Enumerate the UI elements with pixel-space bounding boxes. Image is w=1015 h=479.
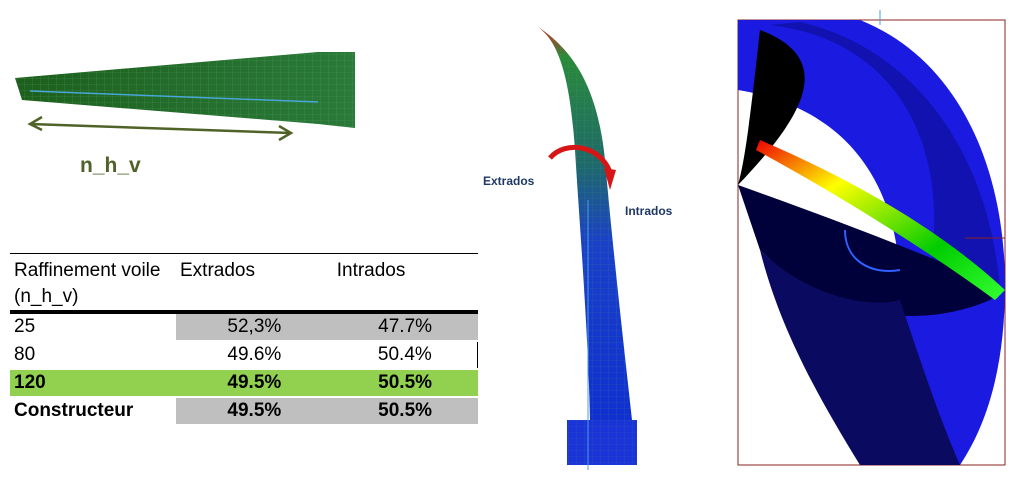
- header-cell: Intrados: [332, 253, 478, 314]
- cell: 50.4%: [332, 341, 478, 370]
- cell: 52,3%: [176, 312, 333, 342]
- cell: Constructeur: [14, 400, 134, 421]
- cell: 50.5%: [332, 369, 478, 398]
- header-cell: Extrados: [176, 253, 333, 314]
- intrados-label: Intrados: [625, 204, 673, 218]
- cell: 49.6%: [176, 341, 333, 370]
- cell: 120: [10, 369, 176, 398]
- mesh-label: n_h_v: [80, 154, 141, 177]
- length-arrow: [27, 115, 294, 142]
- mesh: [15, 52, 355, 128]
- blade: [535, 25, 637, 470]
- impeller-view: [737, 10, 1006, 466]
- cell: 47.7%: [332, 312, 478, 342]
- cell: 25: [10, 312, 176, 342]
- header-cell: Raffinement voile (n_h_v): [10, 253, 176, 314]
- extrados-label: Extrados: [483, 174, 535, 188]
- cell: 49.5%: [176, 397, 333, 424]
- cell: 50.5%: [332, 397, 478, 424]
- results-table: Raffinement voile (n_h_v) Extrados Intra…: [10, 253, 478, 424]
- cell: 80: [10, 341, 176, 370]
- cell: 49.5%: [176, 369, 333, 398]
